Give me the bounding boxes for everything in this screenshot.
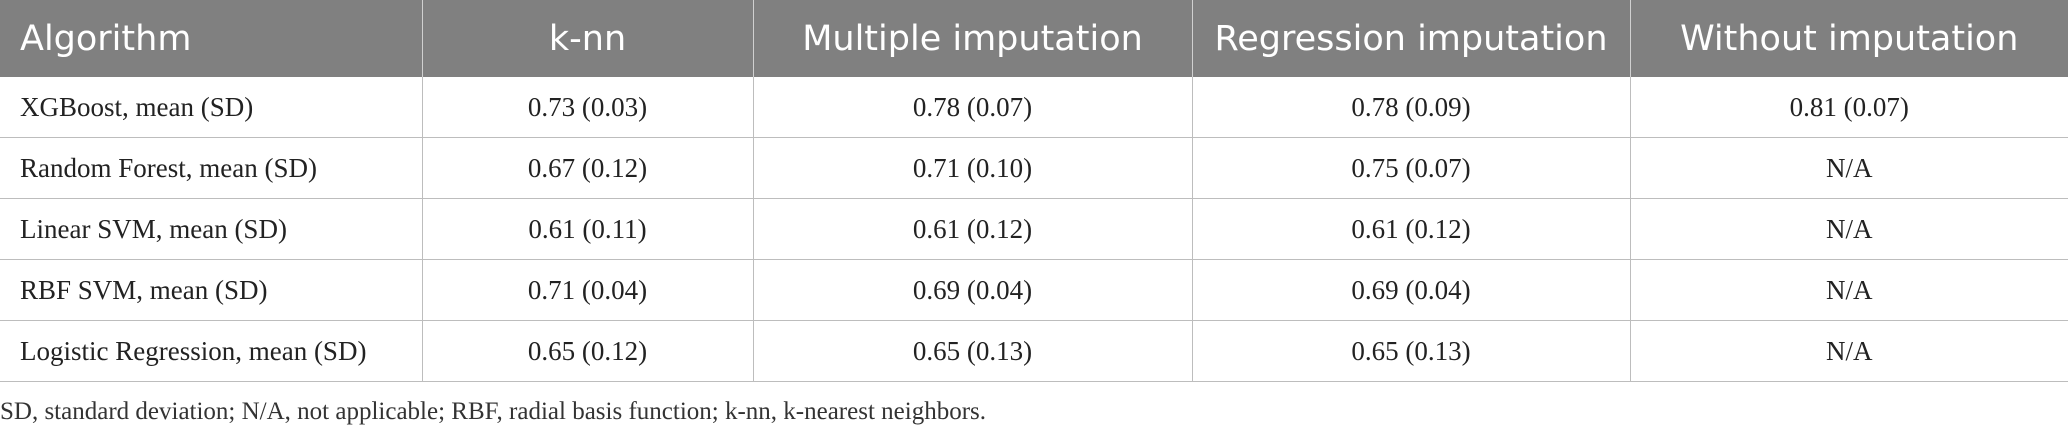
table-cell: N/A bbox=[1630, 137, 2068, 199]
table-cell: N/A bbox=[1630, 259, 2068, 321]
column-header-regression-imputation: Regression imputation bbox=[1192, 0, 1631, 77]
table-cell: 0.78 (0.09) bbox=[1192, 77, 1631, 138]
table-cell: 0.75 (0.07) bbox=[1192, 137, 1631, 199]
table-cell: 0.81 (0.07) bbox=[1630, 77, 2068, 138]
table-row: Random Forest, mean (SD) 0.67 (0.12) 0.7… bbox=[0, 137, 2068, 199]
table-cell: 0.61 (0.12) bbox=[753, 198, 1193, 260]
table-cell: N/A bbox=[1630, 320, 2068, 382]
results-table: Algorithm k-nn Multiple imputation Regre… bbox=[0, 0, 2068, 382]
table-cell: 0.67 (0.12) bbox=[422, 137, 754, 199]
column-header-knn: k-nn bbox=[422, 0, 754, 77]
table-cell: 0.61 (0.11) bbox=[422, 198, 754, 260]
column-header-algorithm: Algorithm bbox=[0, 0, 423, 77]
row-label: Random Forest, mean (SD) bbox=[0, 137, 423, 199]
table-cell: 0.65 (0.12) bbox=[422, 320, 754, 382]
column-header-without-imputation: Without imputation bbox=[1630, 0, 2068, 77]
table-cell: 0.71 (0.10) bbox=[753, 137, 1193, 199]
table-cell: 0.73 (0.03) bbox=[422, 77, 754, 138]
table-row: Linear SVM, mean (SD) 0.61 (0.11) 0.61 (… bbox=[0, 198, 2068, 260]
table-row: Logistic Regression, mean (SD) 0.65 (0.1… bbox=[0, 320, 2068, 382]
table-header: Algorithm k-nn Multiple imputation Regre… bbox=[0, 0, 2068, 77]
table-cell: 0.65 (0.13) bbox=[753, 320, 1193, 382]
header-row: Algorithm k-nn Multiple imputation Regre… bbox=[0, 0, 2068, 77]
table-row: XGBoost, mean (SD) 0.73 (0.03) 0.78 (0.0… bbox=[0, 77, 2068, 138]
column-header-multiple-imputation: Multiple imputation bbox=[753, 0, 1193, 77]
row-label: XGBoost, mean (SD) bbox=[0, 77, 423, 138]
table-cell: 0.65 (0.13) bbox=[1192, 320, 1631, 382]
table-cell: 0.78 (0.07) bbox=[753, 77, 1193, 138]
row-label: Linear SVM, mean (SD) bbox=[0, 198, 423, 260]
row-label: RBF SVM, mean (SD) bbox=[0, 259, 423, 321]
table-row: RBF SVM, mean (SD) 0.71 (0.04) 0.69 (0.0… bbox=[0, 259, 2068, 321]
table-cell: 0.69 (0.04) bbox=[1192, 259, 1631, 321]
table-footnote: SD, standard deviation; N/A, not applica… bbox=[0, 398, 986, 425]
results-table-container: Algorithm k-nn Multiple imputation Regre… bbox=[0, 0, 2068, 382]
row-label: Logistic Regression, mean (SD) bbox=[0, 320, 423, 382]
table-cell: 0.61 (0.12) bbox=[1192, 198, 1631, 260]
table-body: XGBoost, mean (SD) 0.73 (0.03) 0.78 (0.0… bbox=[0, 77, 2068, 382]
table-cell: 0.71 (0.04) bbox=[422, 259, 754, 321]
table-cell: N/A bbox=[1630, 198, 2068, 260]
table-cell: 0.69 (0.04) bbox=[753, 259, 1193, 321]
